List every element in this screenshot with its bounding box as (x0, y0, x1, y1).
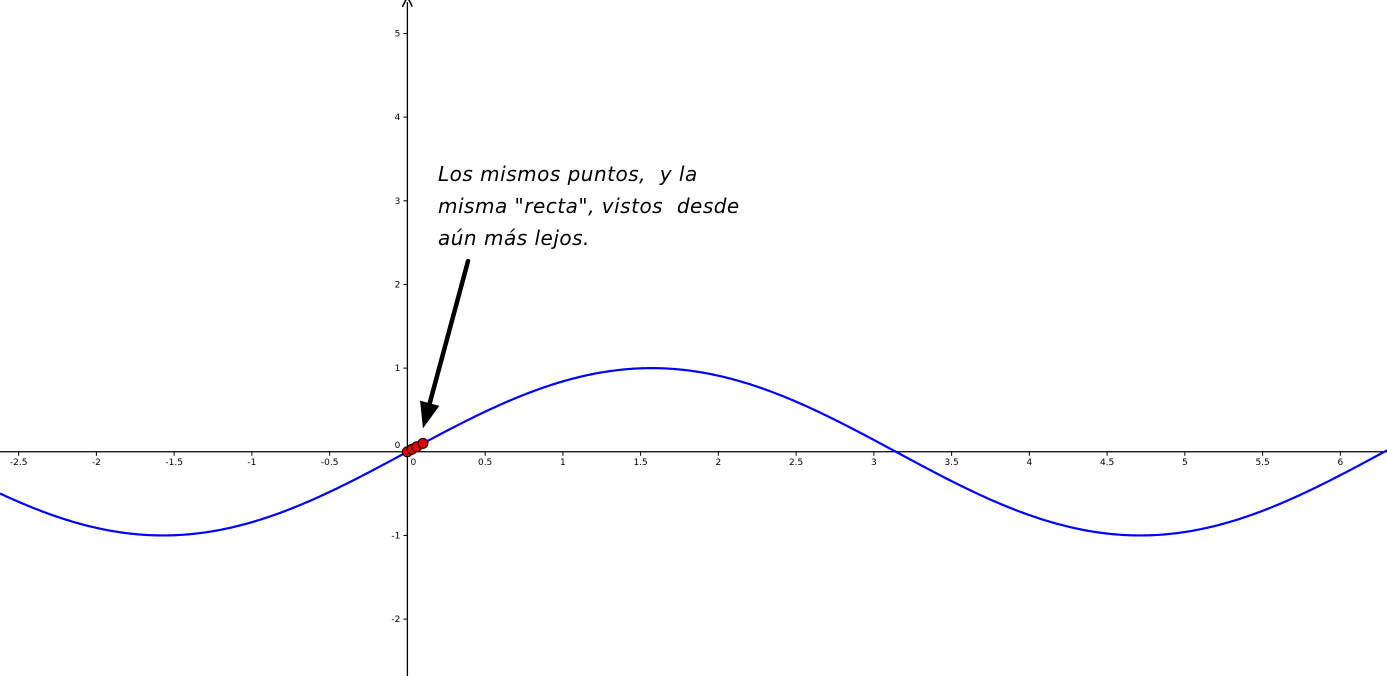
sine-curve (0, 367, 1387, 537)
x-axis-ticks: -2.5 -2 -1.5 -1 -0.5 0 0.5 1 1.5 2 2.5 3 3.5 4 4.5 5 5.5… (10, 451, 1343, 468)
curves (0, 367, 1387, 537)
annotation-arrow (420, 258, 471, 429)
data-point (417, 437, 429, 449)
x-tick-label: 5 (1182, 458, 1188, 468)
y-tick-label: 5 (395, 29, 401, 39)
annotation-text: Los mismos puntos, y la misma "recta", v… (438, 158, 798, 254)
y-tick-label: 0 (395, 441, 401, 451)
y-tick-label: -1 (391, 531, 400, 541)
x-tick-label: 6 (1337, 458, 1343, 468)
x-tick-label: -1.5 (165, 458, 183, 468)
points (401, 437, 429, 458)
x-tick-label: -1 (247, 458, 256, 468)
x-tick-label: 1.5 (633, 458, 647, 468)
y-tick-label: 3 (395, 197, 401, 207)
y-tick-label: -2 (391, 615, 400, 625)
y-tick-label: 2 (395, 280, 401, 290)
x-tick-label: 0 (411, 458, 417, 468)
x-tick-label: -2.5 (10, 458, 28, 468)
x-tick-label: 2.5 (789, 458, 803, 468)
x-tick-label: 3 (871, 458, 877, 468)
arrow-shaft (427, 258, 471, 406)
x-tick-label: -2 (92, 458, 101, 468)
annotation-line-3: aún más lejos. (438, 226, 590, 250)
x-tick-label: 1 (560, 458, 566, 468)
x-tick-label: 5.5 (1255, 458, 1269, 468)
x-tick-label: 2 (716, 458, 722, 468)
x-tick-label: 3.5 (944, 458, 958, 468)
y-tick-label: 1 (395, 364, 401, 374)
annotation-line-1: Los mismos puntos, y la (438, 162, 698, 186)
x-tick-label: -0.5 (321, 458, 339, 468)
y-tick-label: 4 (395, 113, 401, 123)
x-tick-label: 4 (1026, 458, 1032, 468)
arrow-head (420, 400, 440, 429)
annotation-line-2: misma "recta", vistos desde (438, 194, 740, 218)
x-tick-label: 0.5 (478, 458, 492, 468)
x-tick-label: 4.5 (1100, 458, 1114, 468)
y-axis-ticks: -2 -1 0 1 2 3 4 5 (391, 29, 408, 625)
